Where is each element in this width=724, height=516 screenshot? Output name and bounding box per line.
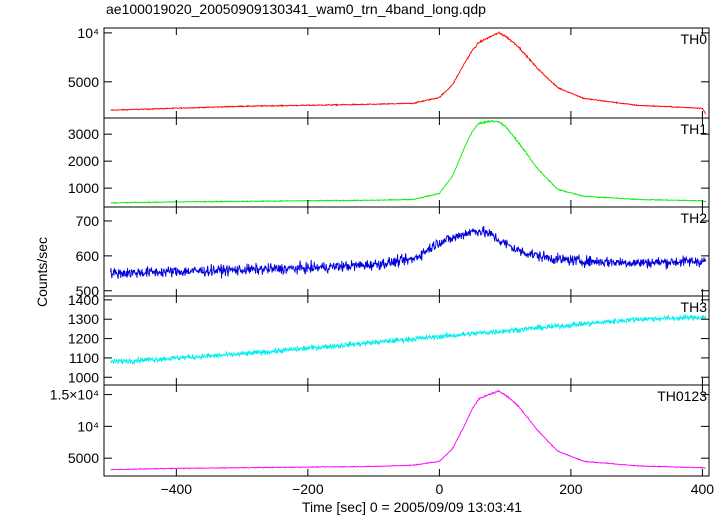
y-tick-label: 500 xyxy=(76,283,100,299)
series-line-th3 xyxy=(110,314,707,366)
panel-th0123: 5000 10⁴ 1.5×10⁴ TH0123 xyxy=(50,384,710,477)
series-line-th0123 xyxy=(110,389,706,471)
x-tick-label: −200 xyxy=(292,481,324,497)
x-tick-label: −400 xyxy=(161,481,193,497)
y-tick-label: 1.5×10⁴ xyxy=(50,387,99,403)
y-tick-label: 1200 xyxy=(68,331,99,347)
panel-label: TH2 xyxy=(681,210,708,226)
x-tick-label: 400 xyxy=(691,481,715,497)
y-tick-label: 10⁴ xyxy=(77,25,99,41)
panel-frame xyxy=(103,206,710,297)
panel-th2: 500 600 700 TH2 xyxy=(76,206,710,299)
x-tick-label: 200 xyxy=(559,481,583,497)
panel-label: TH1 xyxy=(681,121,708,137)
y-tick-label: 1100 xyxy=(69,350,99,366)
panel-label: TH0123 xyxy=(657,388,707,404)
y-tick-label: 700 xyxy=(76,213,100,229)
panel-th3: 1000 1100 1200 1300 1400 TH3 xyxy=(68,292,710,386)
panels-group: 5000 10⁴ TH0 1000 2000 3000 TH1 500 600 700 TH2 100… xyxy=(50,25,710,477)
series-line-th2 xyxy=(110,226,707,279)
panel-th0: 5000 10⁴ TH0 xyxy=(68,25,710,119)
y-tick-label: 1000 xyxy=(68,180,99,196)
y-tick-label: 1400 xyxy=(68,292,99,308)
panel-label: TH0 xyxy=(681,31,708,47)
x-tick-label: 0 xyxy=(435,481,443,497)
y-tick-label: 10⁴ xyxy=(77,418,99,434)
y-tick-label: 3000 xyxy=(68,126,99,142)
x-axis: −400 −200 0 200 400 xyxy=(161,481,715,497)
chart-title: ae100019020_20050909130341_wam0_trn_4ban… xyxy=(106,1,486,17)
y-tick-label: 5000 xyxy=(68,74,99,90)
series-line-th0 xyxy=(110,31,706,115)
series-line-th1 xyxy=(110,119,707,205)
y-tick-label: 2000 xyxy=(68,153,99,169)
panel-th1: 1000 2000 3000 TH1 xyxy=(68,117,710,208)
y-tick-label: 5000 xyxy=(68,450,99,466)
panel-frame xyxy=(103,27,710,119)
y-tick-label: 1300 xyxy=(68,311,99,327)
panel-label: TH3 xyxy=(681,299,708,315)
y-axis-label: Counts/sec xyxy=(34,237,50,307)
y-tick-label: 1000 xyxy=(68,369,99,385)
panel-frame xyxy=(103,117,710,208)
x-axis-label: Time [sec] 0 = 2005/09/09 13:03:41 xyxy=(302,499,522,515)
panel-frame xyxy=(103,384,710,477)
y-tick-label: 600 xyxy=(76,248,100,264)
